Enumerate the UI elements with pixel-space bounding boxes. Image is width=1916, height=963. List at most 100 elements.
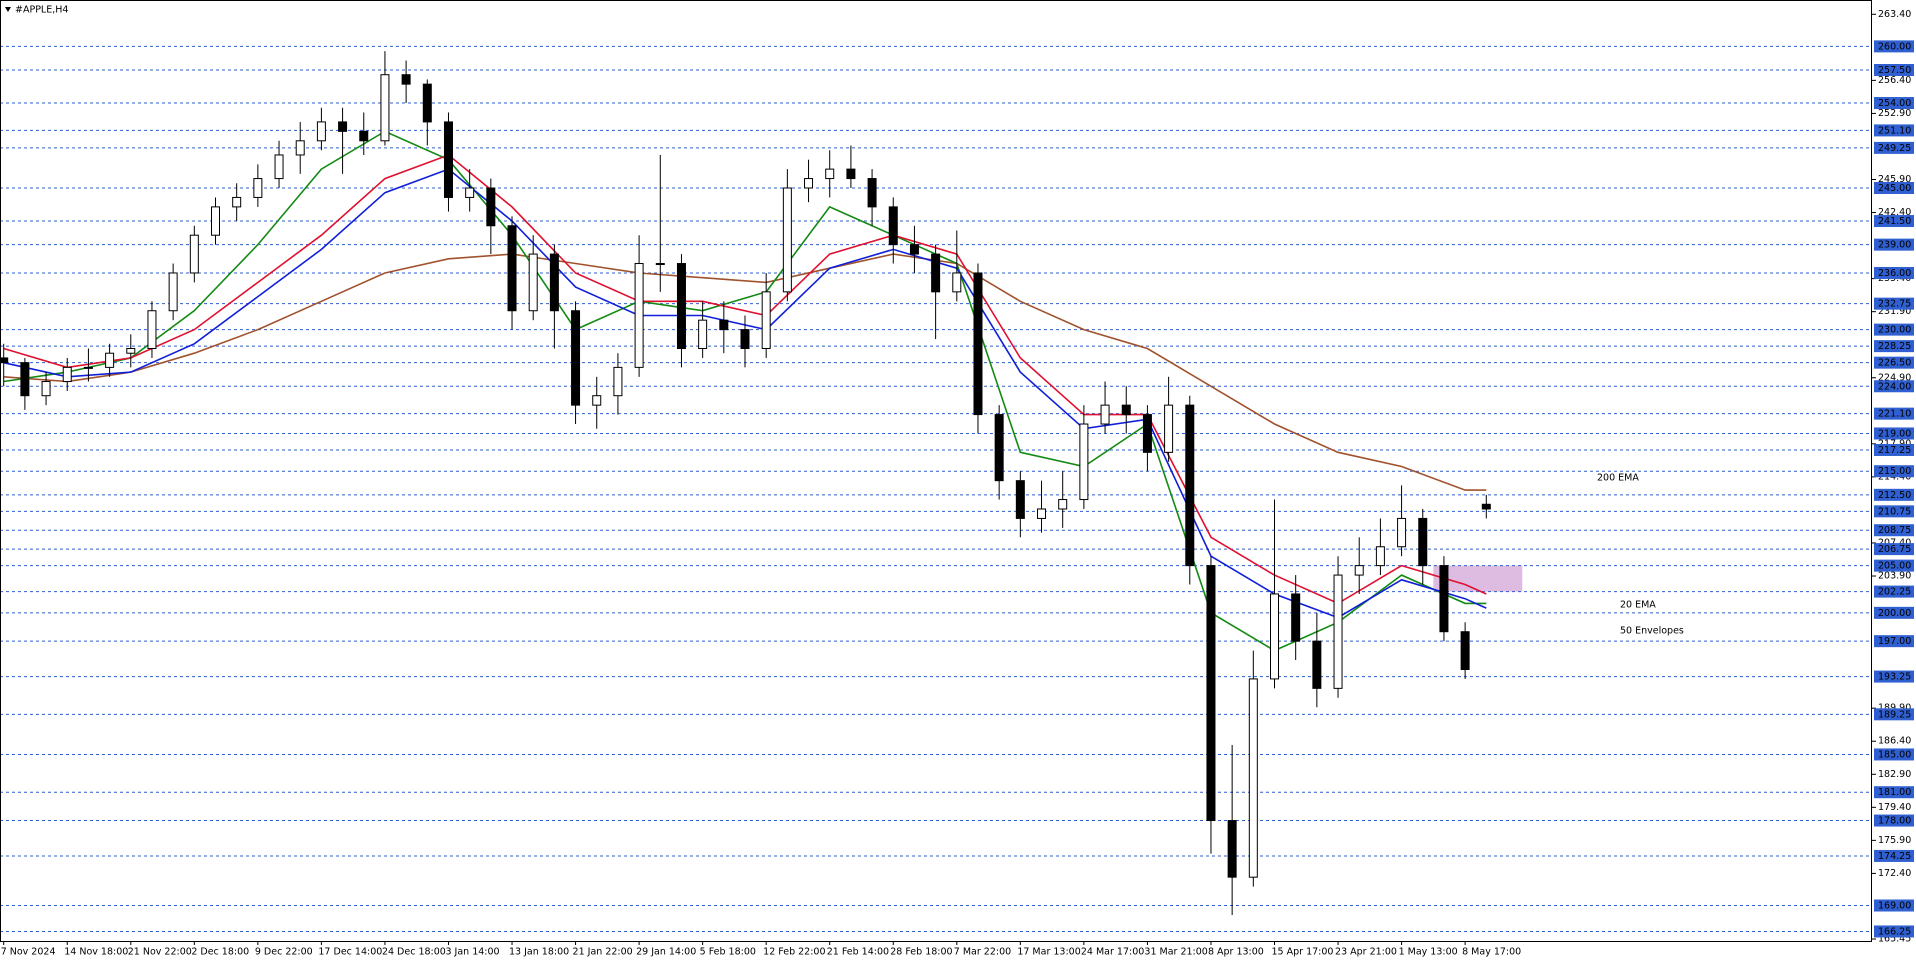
- candle-body: [740, 329, 750, 349]
- level-label: 226.50: [1878, 358, 1911, 369]
- level-label: 169.00: [1878, 901, 1911, 912]
- level-label-box: [1874, 323, 1914, 336]
- level-label: 202.25: [1878, 587, 1911, 598]
- candle-body: [952, 272, 962, 293]
- candle-body: [359, 130, 369, 142]
- y-tick-label: 179.40: [1878, 802, 1911, 813]
- candle-body: [1418, 517, 1428, 567]
- candle-body: [1397, 517, 1407, 548]
- x-tick-label: 8 Apr 13:00: [1208, 947, 1264, 958]
- candle-body: [1058, 499, 1068, 510]
- x-tick-label: 7 Mar 22:00: [954, 947, 1011, 958]
- candle-body: [1481, 503, 1491, 510]
- candle-body: [867, 178, 877, 208]
- level-label: 193.25: [1878, 672, 1911, 683]
- candle-body: [338, 121, 348, 132]
- y-tick-label: 217.90: [1878, 438, 1911, 449]
- menu-arrow[interactable]: [5, 7, 11, 12]
- level-label-box: [1874, 266, 1914, 279]
- x-tick-label: 31 Mar 21:00: [1144, 947, 1207, 958]
- y-tick-label: 186.40: [1878, 736, 1911, 747]
- level-label: 200.00: [1878, 608, 1911, 619]
- candle-body: [274, 154, 284, 180]
- level-label: 257.50: [1878, 65, 1911, 76]
- candle-body: [698, 319, 708, 349]
- candle-body: [507, 225, 517, 312]
- plot-layer: [0, 45, 1872, 932]
- candle-body: [1248, 678, 1258, 878]
- y-tick-label: 172.40: [1878, 868, 1911, 879]
- level-label-box: [1874, 559, 1914, 572]
- level-label: 212.50: [1878, 490, 1911, 501]
- candle-body: [443, 121, 453, 198]
- candle-body: [825, 168, 835, 180]
- level-label: 217.25: [1878, 445, 1911, 456]
- candle-body: [655, 263, 665, 266]
- level-label-box: [1874, 40, 1914, 53]
- candle-body: [1164, 404, 1174, 453]
- level-label-box: [1874, 238, 1914, 251]
- level-label: 245.00: [1878, 183, 1911, 194]
- candle-body: [1015, 480, 1025, 519]
- candle-body: [1439, 565, 1449, 633]
- level-label: 197.00: [1878, 636, 1911, 647]
- indicator-lines: [3, 130, 1487, 652]
- y-tick-label: 207.40: [1878, 537, 1911, 548]
- plot-frame: [0, 0, 1872, 942]
- y-tick-label: 203.90: [1878, 571, 1911, 582]
- candle-body: [1375, 546, 1385, 567]
- candle-body: [401, 74, 411, 85]
- y-tick-label: 245.90: [1878, 174, 1911, 185]
- y-tick-label: 263.40: [1878, 9, 1911, 20]
- candle-body: [422, 83, 432, 123]
- x-tick-label: 13 Jan 18:00: [509, 947, 569, 958]
- level-label: 205.00: [1878, 561, 1911, 572]
- candle-body: [549, 253, 559, 312]
- x-tick-label: 21 Jan 22:00: [573, 947, 633, 958]
- candle-body: [147, 310, 157, 349]
- candle-body: [189, 234, 199, 274]
- level-label: 224.00: [1878, 381, 1911, 392]
- x-tick-label: 24 Mar 17:00: [1081, 947, 1144, 958]
- x-tick-label: 9 Dec 22:00: [255, 947, 313, 958]
- x-tick-label: 12 Feb 22:00: [763, 947, 825, 958]
- level-label-box: [1874, 215, 1914, 228]
- candle-body: [1460, 631, 1470, 670]
- level-label: 166.25: [1878, 926, 1911, 937]
- candle-body: [211, 206, 220, 236]
- candle-body: [465, 187, 475, 198]
- x-tick-label: 2 Dec 18:00: [191, 947, 249, 958]
- level-label: 178.00: [1878, 816, 1911, 827]
- indicator-line: [3, 168, 1487, 619]
- level-label-box: [1874, 407, 1914, 420]
- level-label-box: [1874, 606, 1914, 619]
- level-label: 249.25: [1878, 143, 1911, 154]
- candle-body: [1227, 820, 1237, 878]
- level-label-box: [1874, 524, 1914, 537]
- candle-body: [1354, 565, 1364, 576]
- level-label-box: [1874, 505, 1914, 518]
- level-label: 174.25: [1878, 851, 1911, 862]
- annotation-50-envelopes: 50 Envelopes: [1620, 626, 1684, 637]
- level-label: 185.00: [1878, 749, 1911, 760]
- candle-body: [1121, 404, 1131, 416]
- y-tick-label: 252.90: [1878, 108, 1911, 119]
- level-label: 210.75: [1878, 506, 1911, 517]
- level-label: 260.00: [1878, 41, 1911, 52]
- candle-body: [888, 206, 898, 246]
- level-label-box: [1874, 356, 1914, 369]
- candle-body: [782, 187, 792, 293]
- level-label: 206.75: [1878, 544, 1911, 555]
- candle-body: [1079, 423, 1089, 501]
- candles: [0, 51, 1491, 915]
- candle-body: [1206, 565, 1216, 822]
- indicator-line: [3, 154, 1487, 605]
- level-label-box: [1874, 141, 1914, 154]
- level-label: 251.10: [1878, 125, 1911, 136]
- candle-body: [994, 414, 1004, 482]
- level-label-box: [1874, 97, 1914, 110]
- candle-body: [1142, 414, 1152, 453]
- level-label: 241.50: [1878, 216, 1911, 227]
- level-label: 239.00: [1878, 240, 1911, 251]
